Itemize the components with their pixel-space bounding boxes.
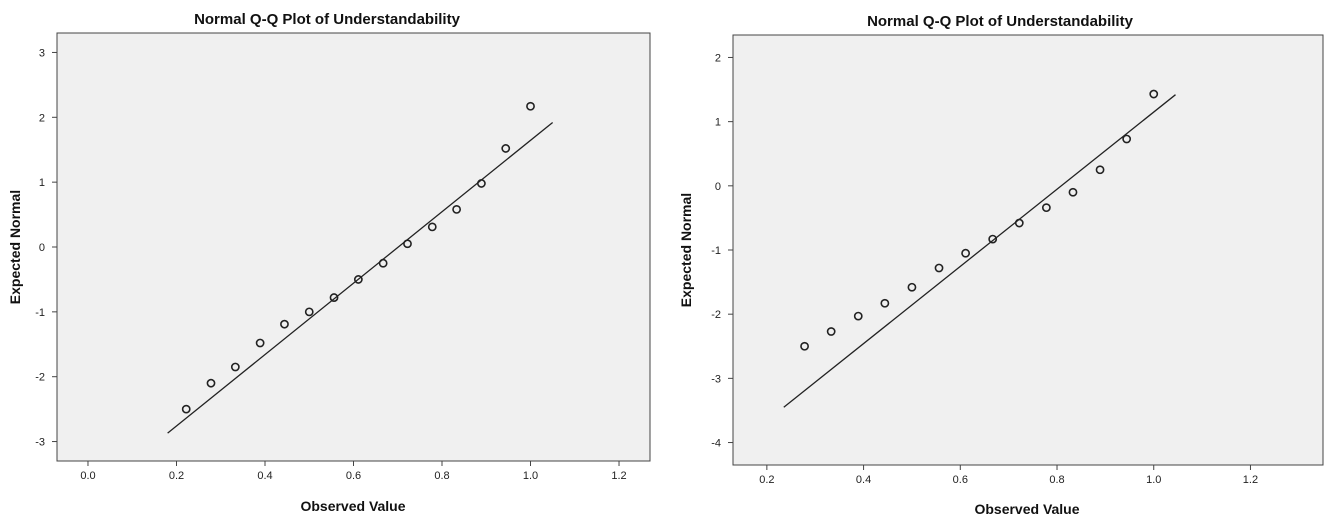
data-points xyxy=(181,101,535,414)
chart-title: Normal Q-Q Plot of Understandability xyxy=(194,11,461,28)
y-tick-label: -1 xyxy=(35,307,45,319)
data-point xyxy=(427,222,437,232)
data-point xyxy=(304,307,314,317)
data-point xyxy=(181,404,191,414)
y-tick-label: -3 xyxy=(711,373,721,385)
y-tick-label: -3 xyxy=(35,437,45,449)
x-axis-label: Observed Value xyxy=(300,498,405,514)
plot-area xyxy=(56,32,651,462)
x-tick-label: 1.0 xyxy=(523,470,538,482)
data-point xyxy=(934,263,944,273)
data-point xyxy=(403,239,412,249)
chart-title: Normal Q-Q Plot of Understandability xyxy=(867,13,1134,30)
data-point xyxy=(280,319,289,329)
qq-plot-right: Normal Q-Q Plot of Understandability 0.2… xyxy=(678,13,1324,515)
data-point xyxy=(255,338,265,348)
data-point xyxy=(1149,89,1159,99)
y-axis-label: Expected Normal xyxy=(678,193,694,307)
x-tick-label: 1.2 xyxy=(611,470,626,482)
x-tick-label: 0.2 xyxy=(169,470,184,482)
data-point xyxy=(1014,218,1024,228)
data-point xyxy=(826,327,836,336)
y-tick-label: -2 xyxy=(711,309,721,321)
data-point xyxy=(378,258,388,268)
data-point xyxy=(329,293,339,302)
y-tick-label: 2 xyxy=(715,52,721,64)
plot-area xyxy=(732,34,1324,466)
y-tick-label: 2 xyxy=(39,112,45,124)
x-tick-label: 0.0 xyxy=(80,470,95,482)
data-point xyxy=(476,179,486,188)
y-tick-label: -1 xyxy=(711,245,721,257)
x-tick-label: 0.8 xyxy=(1049,474,1064,486)
data-point xyxy=(1068,187,1078,197)
x-axis-label: Observed Value xyxy=(974,501,1079,515)
y-tick-label: 0 xyxy=(715,181,721,193)
data-point xyxy=(907,282,917,292)
tick-group: 0.0 0.2 0.4 0.6 0.8 1.0 1.2 -3 -2 -1 0 1 2 3 xyxy=(35,47,626,482)
data-point xyxy=(988,234,998,244)
data-point xyxy=(526,101,535,111)
y-tick-label: 0 xyxy=(39,242,45,254)
x-tick-label: 1.2 xyxy=(1243,474,1258,486)
tick-group: 0.2 0.4 0.6 0.8 1.0 1.2 -4 -3 -2 -1 0 1 2 xyxy=(711,52,1258,486)
data-point xyxy=(880,298,890,308)
data-points xyxy=(800,89,1159,351)
data-point xyxy=(230,362,240,372)
data-point xyxy=(1122,134,1132,144)
x-tick-label: 0.6 xyxy=(953,474,968,486)
data-point xyxy=(501,144,511,153)
data-point xyxy=(961,248,971,258)
data-point xyxy=(452,204,462,214)
y-tick-label: 1 xyxy=(715,117,721,129)
y-axis-label: Expected Normal xyxy=(7,190,23,304)
x-tick-label: 0.8 xyxy=(434,470,449,482)
x-tick-label: 0.4 xyxy=(257,470,272,482)
x-tick-label: 0.4 xyxy=(856,474,871,486)
x-tick-label: 0.6 xyxy=(346,470,361,482)
x-tick-label: 1.0 xyxy=(1146,474,1161,486)
x-tick-label: 0.2 xyxy=(759,474,774,486)
y-tick-label: 1 xyxy=(39,177,45,189)
data-point xyxy=(1095,165,1105,175)
data-point xyxy=(353,275,363,284)
data-point xyxy=(853,311,863,321)
y-tick-label: -4 xyxy=(711,438,721,450)
y-tick-label: 3 xyxy=(39,47,45,59)
data-point xyxy=(800,341,809,351)
reference-line xyxy=(783,94,1176,408)
data-point xyxy=(1041,203,1051,213)
reference-line xyxy=(167,121,554,434)
qq-plot-left: Normal Q-Q Plot of Understandability 0.0… xyxy=(7,11,651,514)
y-tick-label: -2 xyxy=(35,372,45,384)
data-point xyxy=(206,378,216,388)
